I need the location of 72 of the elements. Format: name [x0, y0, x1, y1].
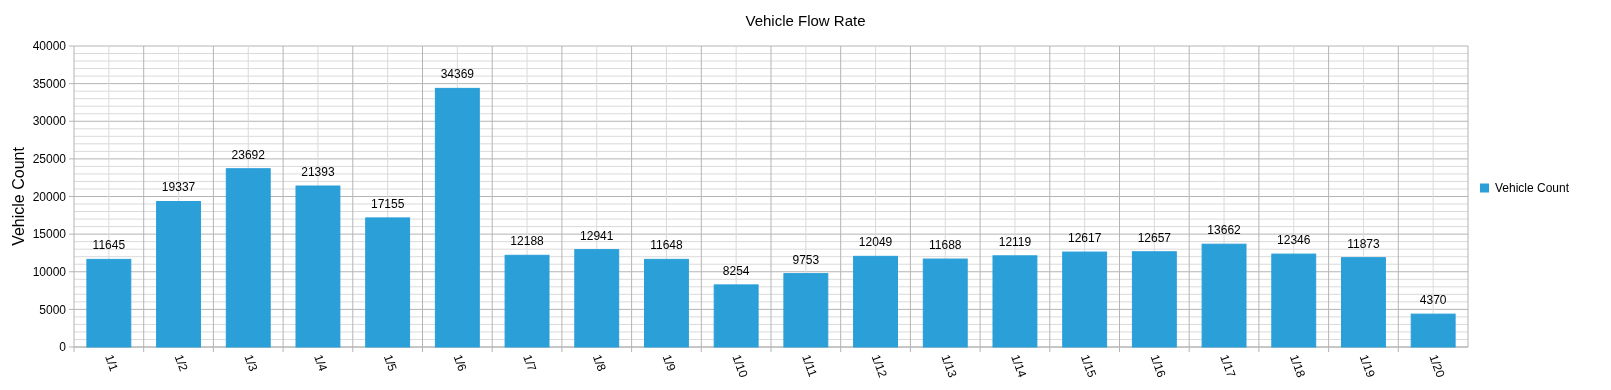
legend-label: Vehicle Count [1495, 180, 1570, 195]
y-tick-label: 25000 [32, 152, 67, 167]
bar [225, 168, 271, 348]
x-tick-label: 1/7 [520, 352, 540, 374]
bar [1131, 251, 1177, 348]
x-tick-label: 1/3 [241, 352, 261, 374]
bar [1410, 313, 1456, 348]
data-label: 11688 [929, 238, 962, 253]
data-label: 19337 [161, 180, 196, 195]
bar [504, 254, 550, 348]
x-tick-label: 1/13 [938, 352, 960, 380]
bar [992, 255, 1038, 348]
x-tick-label: 1/15 [1077, 352, 1100, 380]
x-tick-label: 1/6 [450, 352, 470, 374]
bar [365, 217, 411, 348]
data-label: 23692 [231, 147, 266, 162]
data-label: 8254 [722, 263, 750, 278]
bar [1271, 253, 1317, 348]
x-tick-label: 1/19 [1356, 352, 1378, 380]
x-tick-label: 1/9 [659, 352, 679, 374]
bar [853, 255, 899, 348]
data-label: 12657 [1137, 230, 1172, 245]
data-label: 12119 [998, 234, 1032, 249]
data-label: 34369 [440, 67, 475, 82]
y-tick-label: 20000 [32, 189, 67, 204]
x-tick-label: 1/20 [1426, 352, 1448, 380]
bar [156, 200, 202, 348]
data-label: 12941 [580, 228, 614, 243]
data-label: 12617 [1067, 231, 1102, 246]
y-tick-label: 0 [59, 340, 67, 355]
y-tick-label: 15000 [32, 227, 67, 242]
bar [434, 87, 480, 348]
chart-title: Vehicle Flow Rate [745, 12, 866, 29]
y-tick-label: 10000 [32, 264, 67, 279]
data-label: 17155 [370, 196, 405, 211]
x-tick-label: 1/4 [311, 352, 331, 374]
x-tick-label: 1/10 [729, 352, 751, 380]
y-tick-label: 40000 [32, 39, 67, 54]
bar [713, 284, 759, 348]
x-tick-label: 1/11 [799, 352, 821, 379]
y-tick-label: 35000 [32, 76, 67, 91]
bar [783, 273, 829, 348]
x-tick-label: 1/1 [102, 352, 122, 374]
x-tick-label: 1/14 [1008, 352, 1030, 380]
data-label: 4370 [1419, 293, 1447, 308]
bar [295, 185, 341, 348]
data-label: 9753 [792, 252, 820, 267]
bar [1062, 251, 1108, 348]
y-axis-title: Vehicle Count [10, 146, 27, 246]
x-tick-label: 1/17 [1217, 352, 1239, 380]
x-tick-label: 1/8 [589, 352, 609, 374]
bar [1201, 243, 1247, 348]
data-label: 12346 [1277, 233, 1311, 248]
bar [574, 249, 620, 348]
data-label: 12049 [858, 235, 893, 250]
y-tick-label: 30000 [32, 114, 67, 129]
data-label: 21393 [301, 165, 335, 180]
data-label: 11645 [92, 238, 126, 253]
bar [1340, 257, 1386, 348]
y-tick-label: 5000 [39, 302, 67, 317]
bar [86, 258, 132, 348]
bar [922, 258, 968, 348]
data-label: 12188 [510, 234, 545, 249]
x-tick-label: 1/5 [380, 352, 400, 374]
data-label: 11873 [1347, 236, 1381, 251]
x-tick-label: 1/12 [868, 352, 891, 380]
x-tick-label: 1/18 [1286, 352, 1309, 380]
x-tick-label: 1/2 [171, 352, 191, 374]
x-tick-label: 1/16 [1147, 352, 1169, 380]
data-label: 11648 [650, 238, 684, 253]
bar [644, 258, 689, 348]
data-label: 13662 [1207, 223, 1242, 238]
